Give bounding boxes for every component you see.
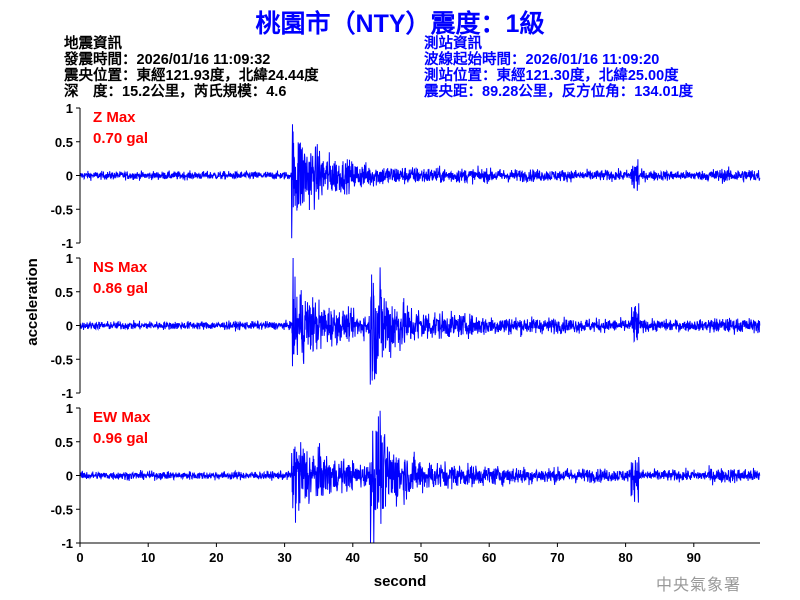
- x-tick-label: 90: [687, 550, 701, 565]
- distance-azimuth: 震央距：89.28公里，反方位角：134.01度: [424, 84, 694, 100]
- y-tick-label: -0.5: [51, 352, 73, 367]
- x-axis-label: second: [374, 573, 427, 590]
- y-tick-label: 0: [66, 169, 73, 184]
- start-time: 波線起始時間：2026/01/16 11:09:20: [424, 52, 660, 68]
- x-tick-label: 20: [209, 550, 223, 565]
- x-tick-label: 70: [550, 550, 564, 565]
- station-location: 測站位置：東經121.30度，北緯25.00度: [424, 68, 679, 84]
- y-tick-label: 0.5: [55, 435, 73, 450]
- y-axis-label: acceleration: [24, 258, 41, 346]
- y-tick-label: 0: [66, 319, 73, 334]
- eq-heading: 地震資訊: [64, 36, 122, 52]
- y-tick-label: 0: [66, 469, 73, 484]
- y-tick-label: 0.5: [55, 285, 73, 300]
- depth-magnitude: 深 度：15.2公里，芮氏規模：4.6: [64, 84, 287, 100]
- station-heading: 測站資訊: [424, 36, 482, 52]
- y-tick-label: 1: [66, 101, 73, 116]
- watermark: 中央氣象署: [656, 575, 742, 594]
- y-tick-label: -1: [61, 236, 73, 251]
- series-name: EW Max: [93, 409, 151, 426]
- epicenter: 震央位置：東經121.93度，北緯24.44度: [64, 68, 319, 84]
- y-tick-label: -0.5: [51, 202, 73, 217]
- y-tick-label: 1: [66, 401, 73, 416]
- x-tick-label: 80: [618, 550, 632, 565]
- earthquake-info: 地震資訊 發震時間：2026/01/16 11:09:32 震央位置：東經121…: [64, 36, 319, 100]
- trace-3: [79, 410, 761, 544]
- max-value-label: 0.86 gal: [93, 280, 148, 297]
- station-info: 測站資訊 波線起始時間：2026/01/16 11:09:20 測站位置：東經1…: [424, 36, 693, 100]
- y-tick-label: -1: [61, 536, 73, 551]
- x-tick-label: 10: [141, 550, 155, 565]
- trace-1: [79, 124, 761, 239]
- chart-title: 桃園市（NTY）震度：1級: [255, 10, 545, 38]
- trace-2: [79, 257, 761, 385]
- x-tick-label: 50: [414, 550, 428, 565]
- y-tick-label: 0.5: [55, 135, 73, 150]
- series-name: NS Max: [93, 259, 148, 276]
- x-tick-label: 30: [277, 550, 291, 565]
- series-name: Z Max: [93, 109, 136, 126]
- origin-time: 發震時間：2026/01/16 11:09:32: [64, 52, 271, 68]
- y-tick-label: 1: [66, 251, 73, 266]
- y-tick-label: -0.5: [51, 502, 73, 517]
- y-tick-label: -1: [61, 386, 73, 401]
- x-tick-label: 60: [482, 550, 496, 565]
- max-value-label: 0.96 gal: [93, 430, 148, 447]
- x-tick-label: 0: [76, 550, 83, 565]
- max-value-label: 0.70 gal: [93, 130, 148, 147]
- x-tick-label: 40: [346, 550, 360, 565]
